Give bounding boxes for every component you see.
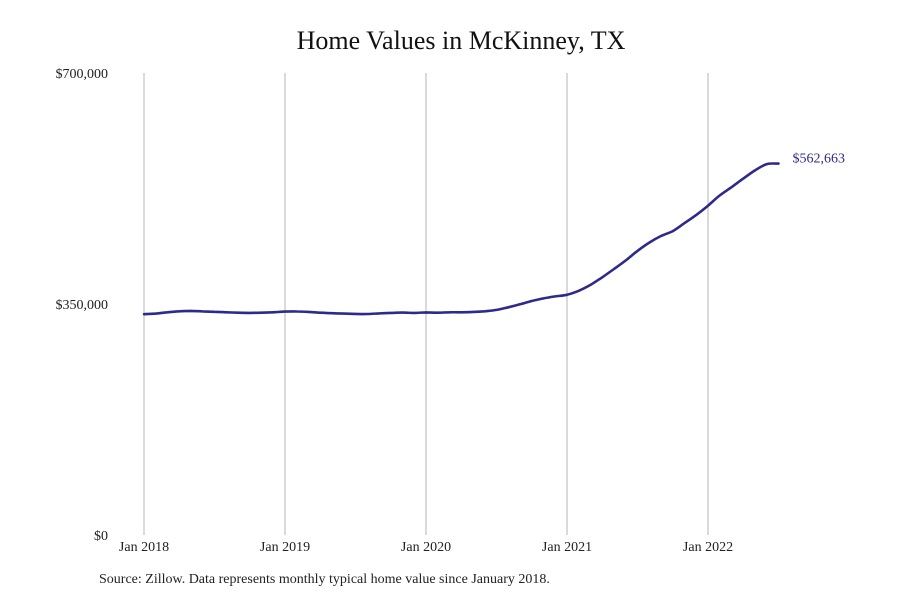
x-tick-label: Jan 2020: [401, 540, 451, 555]
x-tick-label: Jan 2018: [119, 540, 169, 555]
x-tick-label: Jan 2019: [260, 540, 310, 555]
y-tick-label: $0: [94, 529, 108, 544]
source-note: Source: Zillow. Data represents monthly …: [99, 572, 550, 587]
y-tick-label: $350,000: [56, 298, 109, 313]
y-tick-label: $700,000: [56, 67, 109, 82]
x-tick-label: Jan 2021: [542, 540, 592, 555]
grid-layer: [143, 73, 709, 535]
x-tick-label: Jan 2022: [683, 540, 733, 555]
chart-title: Home Values in McKinney, TX: [296, 26, 626, 55]
home-value-line: [142, 162, 780, 316]
axis-layer: Jan 2018 Jan 2019 Jan 2020 Jan 2021 Jan 2022…: [56, 67, 734, 555]
line-layer: [142, 162, 780, 316]
end-value-label: $562,663: [793, 152, 846, 167]
label-layer: $562,663: [793, 152, 846, 167]
